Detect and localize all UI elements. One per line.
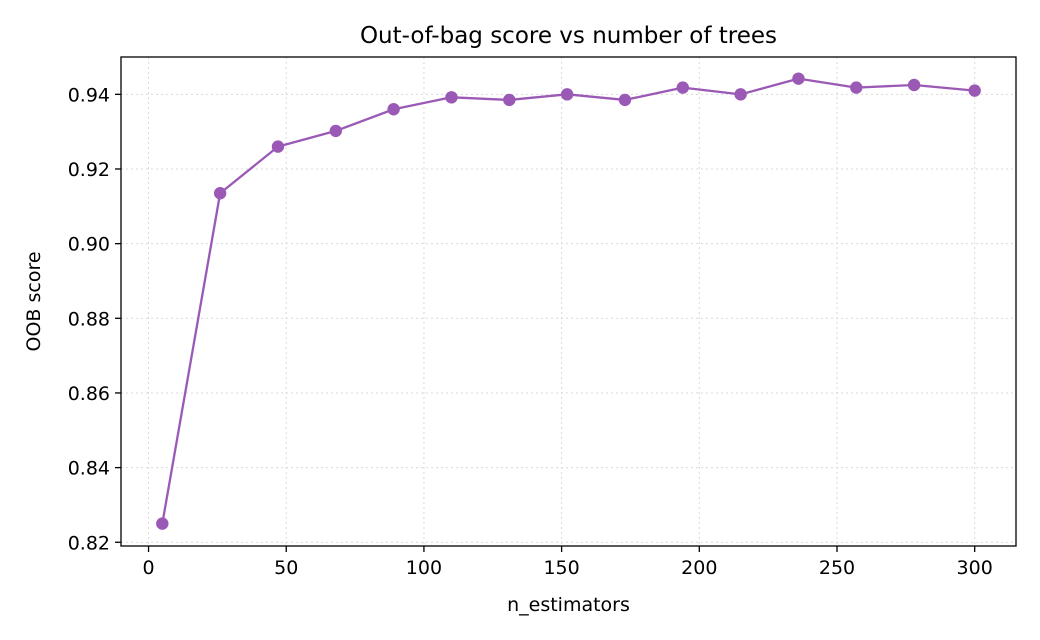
x-tick-label: 50	[274, 557, 298, 579]
data-point	[968, 84, 981, 97]
data-point	[387, 103, 400, 116]
y-tick-label: 0.82	[68, 532, 110, 554]
y-axis: 0.82 0.84 0.86 0.88 0.90 0.92 0.94	[68, 84, 121, 554]
x-tick-label: 200	[681, 557, 717, 579]
data-point	[618, 93, 632, 107]
y-tick-label: 0.90	[68, 234, 110, 256]
y-tick-label: 0.84	[68, 458, 110, 480]
data-point	[503, 93, 516, 107]
data-point	[213, 187, 227, 200]
y-axis-label: OOB score	[23, 251, 45, 351]
data-point	[907, 78, 921, 92]
plot-frame	[120, 56, 1017, 547]
data-point	[792, 72, 805, 85]
y-tick-label: 0.94	[68, 84, 110, 106]
data-point	[734, 88, 747, 101]
y-tick-label: 0.86	[68, 383, 110, 405]
x-axis-label: n_estimators	[507, 594, 630, 616]
data-point	[676, 81, 689, 94]
chart-title: Out-of-bag score vs number of trees	[360, 23, 777, 49]
x-axis: 0 50 100 150 200 250 300	[142, 546, 993, 579]
data-point	[445, 91, 458, 104]
y-tick-label: 0.92	[68, 159, 110, 181]
grid	[121, 57, 1016, 546]
data-point	[560, 88, 574, 101]
x-tick-label: 100	[406, 557, 442, 579]
x-tick-label: 0	[142, 557, 154, 579]
x-tick-label: 300	[957, 557, 993, 579]
data-point	[271, 140, 285, 153]
data-point	[850, 81, 863, 94]
x-tick-label: 150	[543, 557, 579, 579]
y-tick-label: 0.88	[68, 308, 110, 330]
data-point	[329, 124, 342, 138]
data-point	[156, 517, 169, 530]
series	[156, 72, 981, 530]
x-tick-label: 250	[819, 557, 855, 579]
series-line	[161, 77, 975, 524]
